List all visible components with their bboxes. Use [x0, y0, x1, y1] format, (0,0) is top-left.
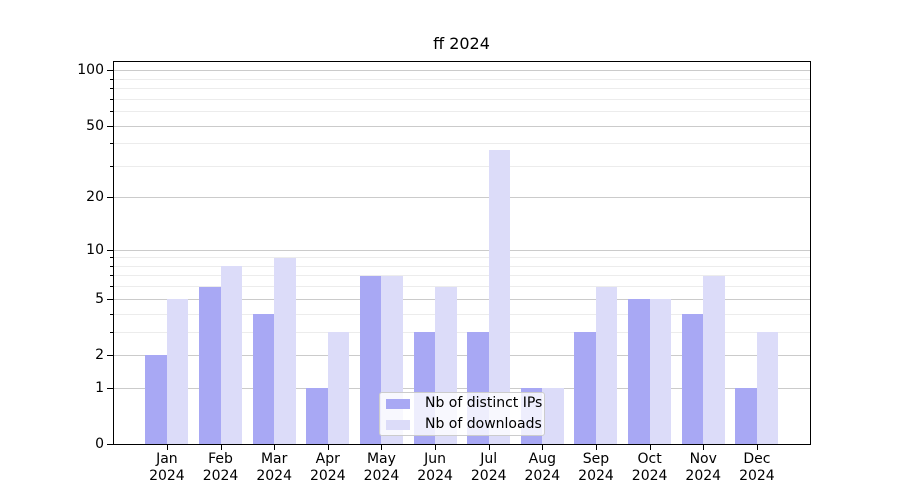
- y-tick-major: [107, 70, 113, 72]
- y-tick-minor: [110, 275, 113, 277]
- y-tick-major: [107, 125, 113, 127]
- major-gridline: [114, 249, 810, 251]
- bar-distinct-ips-may: [359, 275, 382, 444]
- y-tick-label: 2: [95, 346, 104, 363]
- legend-label-downloads: Nb of downloads: [425, 416, 542, 432]
- bar-downloads-dec: [756, 332, 779, 444]
- bar-downloads-jan: [166, 299, 189, 444]
- major-gridline: [114, 125, 810, 127]
- minor-gridline: [114, 165, 810, 167]
- x-tick-may: [381, 445, 383, 450]
- x-tick-jun: [435, 445, 437, 450]
- y-tick-major: [107, 298, 113, 300]
- legend-item-distinct-ips: Nb of distinct IPs: [386, 395, 542, 412]
- y-tick-minor: [110, 111, 113, 113]
- x-tick-label: Oct 2024: [631, 451, 668, 484]
- x-tick-mar: [274, 445, 276, 450]
- minor-gridline: [114, 286, 810, 288]
- y-tick-label: 50: [86, 117, 104, 134]
- minor-gridline: [114, 98, 810, 100]
- x-tick-label: Aug 2024: [524, 451, 561, 484]
- x-tick-label: Feb 2024: [202, 451, 239, 484]
- y-tick-minor: [110, 165, 113, 167]
- x-tick-label: Jan 2024: [149, 451, 185, 484]
- bar-distinct-ips-mar: [252, 314, 275, 444]
- chart-title: ff 2024: [433, 34, 490, 53]
- y-tick-minor: [110, 143, 113, 145]
- y-tick-minor: [110, 313, 113, 315]
- bar-downloads-jul: [488, 149, 511, 444]
- minor-gridline: [114, 275, 810, 277]
- x-tick-label: Sep 2024: [578, 451, 614, 484]
- y-tick-minor: [110, 88, 113, 90]
- x-tick-label: Mar 2024: [256, 451, 292, 484]
- x-tick-dec: [756, 445, 758, 450]
- y-tick-major: [107, 197, 113, 199]
- y-tick-label: 5: [95, 290, 104, 307]
- y-tick-minor: [110, 265, 113, 267]
- y-tick-major: [107, 249, 113, 251]
- y-tick-label: 10: [86, 241, 104, 258]
- y-tick-minor: [110, 331, 113, 333]
- minor-gridline: [114, 257, 810, 259]
- bar-downloads-mar: [274, 257, 296, 444]
- minor-gridline: [114, 88, 810, 90]
- bar-downloads-aug: [542, 388, 564, 444]
- minor-gridline: [114, 143, 810, 145]
- x-tick-apr: [327, 445, 329, 450]
- x-tick-feb: [220, 445, 222, 450]
- bar-downloads-nov: [703, 275, 725, 444]
- y-tick-major: [107, 354, 113, 356]
- minor-gridline: [114, 111, 810, 113]
- major-gridline: [114, 354, 810, 356]
- y-tick-minor: [110, 286, 113, 288]
- y-tick-minor: [110, 98, 113, 100]
- bar-downloads-sep: [595, 286, 618, 444]
- y-tick-major: [107, 387, 113, 389]
- y-tick-label: 20: [86, 189, 104, 206]
- y-tick-minor: [110, 78, 113, 80]
- bar-downloads-feb: [220, 266, 243, 444]
- x-tick-label: Nov 2024: [685, 451, 722, 484]
- x-tick-label: Jun 2024: [417, 451, 453, 484]
- bar-distinct-ips-dec: [735, 388, 757, 444]
- x-tick-jan: [166, 445, 168, 450]
- bar-distinct-ips-apr: [306, 388, 328, 444]
- major-gridline: [114, 197, 810, 199]
- bar-distinct-ips-oct: [628, 299, 650, 444]
- y-tick-minor: [110, 257, 113, 259]
- major-gridline: [114, 70, 810, 72]
- minor-gridline: [114, 265, 810, 267]
- x-tick-jul: [488, 445, 490, 450]
- minor-gridline: [114, 313, 810, 315]
- legend-swatch-downloads: [386, 419, 410, 430]
- x-tick-oct: [649, 445, 651, 450]
- bar-downloads-oct: [649, 299, 672, 444]
- x-tick-aug: [542, 445, 544, 450]
- y-tick-label: 100: [77, 62, 104, 79]
- bar-downloads-apr: [327, 332, 350, 444]
- y-tick-label: 1: [95, 379, 104, 396]
- minor-gridline: [114, 78, 810, 80]
- x-tick-label: Dec 2024: [739, 451, 775, 484]
- x-tick-label: Apr 2024: [309, 451, 346, 484]
- y-tick-label: 0: [95, 435, 104, 452]
- legend-label-distinct-ips: Nb of distinct IPs: [425, 395, 543, 411]
- bar-distinct-ips-sep: [574, 332, 596, 444]
- x-tick-label: Jul 2024: [470, 451, 507, 484]
- bar-distinct-ips-nov: [681, 314, 704, 444]
- y-tick-major: [107, 443, 113, 445]
- x-tick-sep: [595, 445, 597, 450]
- minor-gridline: [114, 331, 810, 333]
- bar-distinct-ips-feb: [199, 286, 221, 444]
- x-tick-label: May 2024: [363, 451, 400, 484]
- legend: Nb of distinct IPs Nb of downloads: [379, 392, 545, 436]
- x-tick-nov: [703, 445, 705, 450]
- bar-distinct-ips-jan: [145, 355, 167, 444]
- major-gridline: [114, 387, 810, 389]
- major-gridline: [114, 298, 810, 300]
- legend-swatch-distinct-ips: [386, 398, 410, 409]
- legend-item-downloads: Nb of downloads: [386, 416, 542, 433]
